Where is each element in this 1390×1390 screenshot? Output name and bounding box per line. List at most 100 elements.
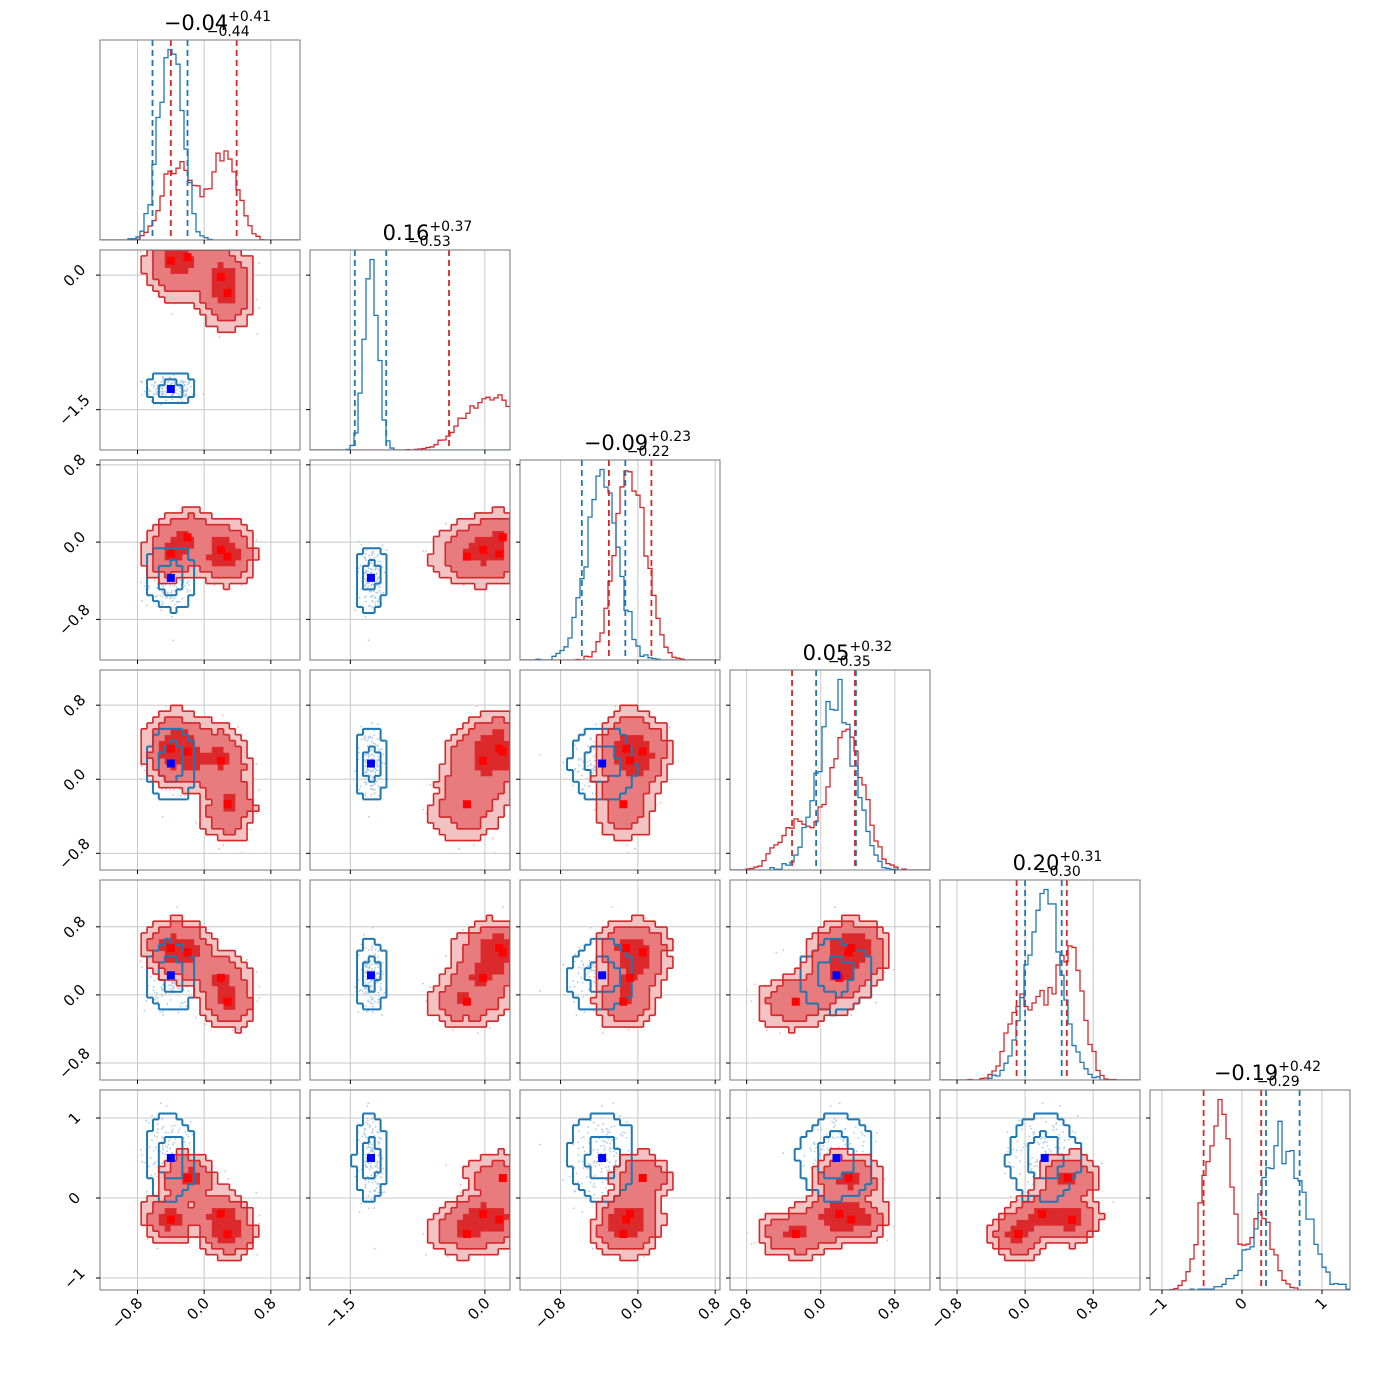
blue-sample-dot bbox=[154, 393, 156, 395]
red-density-cell bbox=[625, 822, 633, 830]
red-density-cell bbox=[229, 279, 236, 286]
red-density-cell bbox=[445, 834, 452, 841]
red-density-cell bbox=[241, 1015, 248, 1022]
red-density-cell bbox=[152, 548, 160, 555]
red-density-cell bbox=[223, 1021, 230, 1028]
red-density-cell bbox=[170, 938, 177, 946]
red-density-cell bbox=[462, 560, 470, 567]
red-density-cell bbox=[486, 571, 493, 579]
red-density-cell bbox=[480, 577, 487, 584]
red-sample-dot bbox=[156, 248, 158, 250]
red-density-cell bbox=[457, 524, 464, 531]
blue-sample-dot bbox=[143, 769, 146, 772]
blue-mean-marker bbox=[366, 759, 375, 768]
red-density-cell bbox=[211, 314, 219, 321]
red-density-cell bbox=[158, 770, 166, 777]
red-density-cell bbox=[217, 985, 224, 993]
red-density-cell bbox=[205, 548, 213, 555]
red-sample-dot bbox=[513, 932, 515, 934]
red-density-cell bbox=[164, 560, 171, 567]
red-density-cell bbox=[235, 267, 242, 274]
red-density-cell bbox=[176, 717, 183, 724]
red-density-cell bbox=[188, 980, 195, 987]
red-density-cell bbox=[486, 536, 493, 543]
red-density-cell bbox=[247, 811, 254, 818]
blue-sample-dot bbox=[147, 388, 150, 391]
red-density-cell bbox=[468, 571, 476, 579]
red-sample-dot bbox=[513, 771, 515, 773]
red-density-cell bbox=[445, 758, 452, 765]
red-density-cell bbox=[241, 1003, 248, 1010]
red-density-cell bbox=[205, 775, 213, 783]
red-density-cell bbox=[462, 811, 470, 818]
red-density-cell bbox=[205, 273, 213, 280]
red-density-cell bbox=[451, 834, 458, 841]
red-density-cell bbox=[631, 740, 639, 747]
pair-panel-1-4 bbox=[310, 880, 515, 1080]
red-density-cell bbox=[620, 775, 627, 783]
red-density-cell bbox=[229, 985, 236, 993]
red-density-cell bbox=[602, 793, 609, 800]
red-density-cell bbox=[188, 921, 195, 928]
red-mode-marker bbox=[223, 552, 232, 561]
red-density-cell bbox=[474, 722, 481, 730]
blue-sample-dot bbox=[178, 381, 181, 384]
red-density-cell bbox=[241, 1009, 248, 1016]
red-density-cell bbox=[620, 758, 627, 765]
red-density-cell bbox=[474, 571, 481, 579]
red-density-cell bbox=[217, 734, 224, 741]
red-density-cell bbox=[504, 565, 510, 573]
red-density-cell bbox=[229, 255, 236, 263]
blue-sample-dot bbox=[370, 571, 373, 574]
blue-sample-dot bbox=[575, 747, 578, 750]
red-density-cell bbox=[445, 793, 452, 800]
red-density-cell bbox=[608, 775, 615, 783]
red-density-cell bbox=[182, 728, 189, 736]
red-density-cell bbox=[211, 799, 219, 806]
blue-contour bbox=[146, 372, 196, 404]
red-density-cell bbox=[211, 746, 219, 753]
red-density-cell bbox=[211, 734, 219, 741]
blue-sample-dot bbox=[368, 966, 371, 969]
red-density-cell bbox=[194, 273, 201, 280]
red-density-cell bbox=[462, 577, 470, 584]
blue-sample-dot bbox=[177, 1011, 180, 1014]
red-density-cell bbox=[223, 302, 230, 310]
red-density-cell bbox=[486, 781, 493, 789]
blue-sample-dot bbox=[371, 552, 373, 555]
red-density-cell bbox=[614, 740, 621, 747]
red-density-cell bbox=[643, 717, 650, 724]
blue-sample-dot bbox=[178, 600, 181, 603]
panel-frame bbox=[1149, 1089, 1351, 1291]
red-density-cell bbox=[486, 717, 493, 724]
blue-sample-dot bbox=[156, 393, 158, 396]
red-density-cell bbox=[211, 297, 219, 304]
red-density-cell bbox=[158, 927, 166, 934]
red-density-cell bbox=[457, 554, 464, 561]
blue-sample-dot bbox=[187, 989, 190, 992]
red-density-cell bbox=[433, 781, 440, 789]
red-density-cell bbox=[451, 554, 458, 561]
red-density-cell bbox=[235, 962, 242, 969]
red-density-cell bbox=[164, 956, 171, 963]
red-density-cell bbox=[439, 571, 446, 579]
blue-sample-dot bbox=[162, 377, 164, 380]
red-density-cell bbox=[235, 565, 242, 573]
red-density-cell bbox=[625, 805, 633, 812]
red-density-cell bbox=[170, 261, 177, 269]
red-density-cell bbox=[235, 273, 242, 280]
red-density-cell bbox=[667, 746, 674, 753]
red-density-cell bbox=[602, 805, 609, 812]
title-minus: −0.29 bbox=[1257, 1074, 1300, 1090]
red-histogram bbox=[1150, 1098, 1350, 1290]
red-density-cell bbox=[462, 746, 470, 753]
blue-sample-dot bbox=[589, 762, 592, 765]
red-density-cell bbox=[602, 828, 609, 836]
red-density-cell bbox=[643, 734, 650, 741]
red-sample-dot bbox=[513, 950, 515, 952]
red-density-cell bbox=[462, 764, 470, 771]
red-density-cell bbox=[211, 267, 219, 274]
blue-sample-dot bbox=[178, 387, 181, 389]
blue-sample-dot bbox=[373, 734, 376, 737]
red-density-cell bbox=[182, 524, 189, 531]
